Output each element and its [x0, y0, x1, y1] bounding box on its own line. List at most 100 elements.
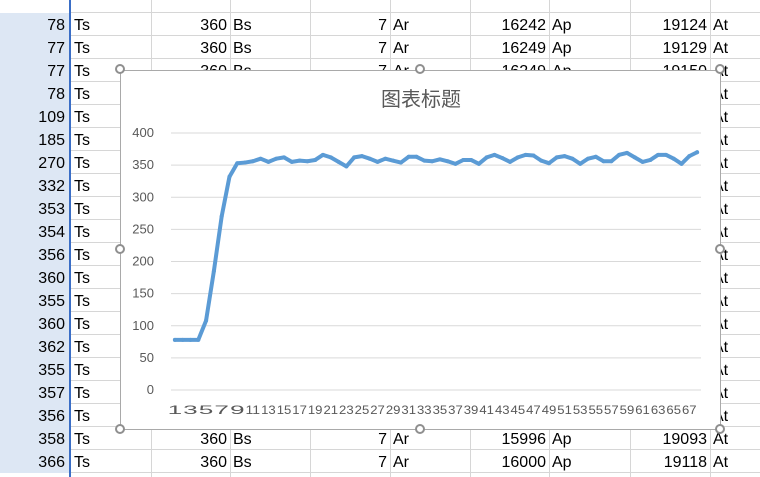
text-cell[interactable]: Ts: [74, 454, 90, 471]
x-axis-ticks: 1 3 5 7 9 11 13 15 17 19 21 23 25 27 29 31 33 35 37 39 41 43 4…: [168, 403, 697, 417]
row-number-cell[interactable]: 360: [0, 266, 69, 289]
x-tick-label: 27: [370, 403, 385, 417]
text-cell[interactable]: Ts: [74, 293, 90, 310]
value-cell[interactable]: 360: [200, 431, 227, 448]
row-number-cell[interactable]: 332: [0, 174, 69, 197]
text-cell[interactable]: Ar: [393, 17, 409, 34]
text-cell[interactable]: Ts: [74, 431, 90, 448]
series-line[interactable]: [172, 150, 700, 342]
row-number-cell[interactable]: 354: [0, 220, 69, 243]
row-number-cell[interactable]: 77: [0, 36, 69, 59]
value-cell[interactable]: 7: [378, 454, 387, 471]
text-cell[interactable]: Ar: [393, 454, 409, 471]
resize-handle-top[interactable]: [415, 64, 425, 74]
text-cell[interactable]: Ts: [74, 408, 90, 425]
resize-handle-left[interactable]: [115, 244, 125, 254]
text-cell[interactable]: At: [713, 431, 729, 448]
data-point: [671, 156, 676, 161]
text-cell[interactable]: Ts: [74, 316, 90, 333]
row-number-cell[interactable]: 353: [0, 197, 69, 220]
value-cell[interactable]: 360: [200, 454, 227, 471]
row-number-cell[interactable]: 358: [0, 427, 69, 450]
data-point: [640, 159, 645, 164]
value-cell[interactable]: 7: [378, 431, 387, 448]
value-cell[interactable]: 19118: [663, 454, 707, 471]
row-number-cell[interactable]: 109: [0, 105, 69, 128]
value-cell[interactable]: 19124: [662, 17, 708, 34]
data-point: [461, 157, 466, 162]
y-tick-label: 50: [140, 350, 154, 365]
text-cell[interactable]: Bs: [233, 454, 252, 471]
text-cell[interactable]: At: [713, 40, 729, 57]
text-cell[interactable]: Ts: [74, 339, 90, 356]
row-number-cell[interactable]: 356: [0, 404, 69, 427]
value-cell[interactable]: 16000: [501, 454, 547, 471]
resize-handle-top-left[interactable]: [115, 64, 125, 74]
text-cell[interactable]: Bs: [233, 431, 252, 448]
data-point: [305, 159, 310, 164]
data-point: [492, 152, 497, 157]
text-cell[interactable]: Ts: [74, 109, 90, 126]
resize-handle-top-right[interactable]: [715, 64, 725, 74]
row-number-cell[interactable]: 77: [0, 59, 69, 82]
text-cell[interactable]: Ts: [74, 17, 90, 34]
x-tick-label: 13: [261, 403, 276, 417]
data-point: [282, 155, 287, 160]
value-cell[interactable]: 16242: [501, 17, 547, 34]
row-number-cell[interactable]: 356: [0, 243, 69, 266]
text-cell[interactable]: Ts: [74, 224, 90, 241]
resize-handle-bottom[interactable]: [415, 424, 425, 434]
row-number-cell[interactable]: 78: [0, 82, 69, 105]
row-number-cell[interactable]: 355: [0, 289, 69, 312]
value-cell[interactable]: 19129: [662, 40, 708, 57]
row-number-cell[interactable]: 366: [0, 450, 69, 473]
text-cell[interactable]: At: [713, 17, 729, 34]
row-number-cell[interactable]: 355: [0, 358, 69, 381]
text-cell[interactable]: Ts: [74, 40, 90, 57]
row-number-cell[interactable]: 185: [0, 128, 69, 151]
table-row: 109TsAt: [0, 105, 760, 128]
resize-handle-bottom-left[interactable]: [115, 424, 125, 434]
text-cell[interactable]: Ts: [74, 247, 90, 264]
resize-handle-right[interactable]: [715, 244, 725, 254]
value-cell[interactable]: 16249: [501, 40, 547, 57]
text-cell[interactable]: Ts: [74, 63, 90, 80]
text-cell[interactable]: At: [713, 454, 729, 471]
value-cell[interactable]: 360: [200, 40, 227, 57]
text-cell[interactable]: Bs: [233, 17, 252, 34]
text-cell[interactable]: Ts: [74, 178, 90, 195]
row-number-cell[interactable]: 360: [0, 312, 69, 335]
text-cell[interactable]: Ap: [552, 40, 572, 57]
text-cell[interactable]: Ts: [74, 86, 90, 103]
text-cell[interactable]: Bs: [233, 40, 252, 57]
text-cell[interactable]: Ts: [74, 201, 90, 218]
data-point: [570, 156, 575, 161]
data-point: [453, 161, 458, 166]
resize-handle-bottom-right[interactable]: [715, 424, 725, 434]
data-point: [375, 159, 380, 164]
value-cell[interactable]: 7: [378, 40, 387, 57]
data-point: [609, 159, 614, 164]
row-number-cell[interactable]: 362: [0, 335, 69, 358]
chart-area[interactable]: 图表标题 0 50 100 150 200 250 300 350 400 1 3 5 7 9 11 13 1…: [120, 70, 721, 430]
text-cell[interactable]: Ap: [552, 431, 572, 448]
row-number-cell[interactable]: 357: [0, 381, 69, 404]
value-cell[interactable]: 15996: [501, 431, 547, 448]
value-cell[interactable]: 360: [200, 17, 227, 34]
text-cell[interactable]: Ar: [393, 40, 409, 57]
text-cell[interactable]: Ts: [74, 270, 90, 287]
value-cell[interactable]: 19093: [662, 431, 708, 448]
data-point: [180, 337, 185, 342]
text-cell[interactable]: Ap: [552, 454, 572, 471]
row-number-cell[interactable]: 78: [0, 13, 69, 36]
data-point: [172, 337, 177, 342]
text-cell[interactable]: Ar: [393, 431, 409, 448]
text-cell[interactable]: Ts: [74, 362, 90, 379]
text-cell[interactable]: Ts: [74, 132, 90, 149]
row-number-cell[interactable]: 270: [0, 151, 69, 174]
text-cell[interactable]: Ts: [74, 385, 90, 402]
value-cell[interactable]: 7: [378, 17, 387, 34]
text-cell[interactable]: Ts: [74, 155, 90, 172]
y-tick-label: 300: [132, 189, 154, 204]
text-cell[interactable]: Ap: [552, 17, 572, 34]
